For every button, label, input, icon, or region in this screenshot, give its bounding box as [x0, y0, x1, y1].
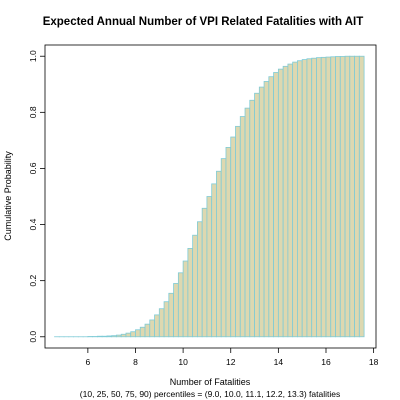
bar: [120, 333, 127, 338]
bar: [254, 92, 260, 338]
bar: [325, 56, 332, 338]
bar: [306, 58, 313, 338]
bar: [168, 292, 174, 338]
bar: [282, 65, 289, 338]
bar: [225, 147, 232, 338]
bar: [211, 183, 217, 338]
bar: [239, 116, 246, 338]
bar: [135, 329, 141, 338]
percentile-note: (10, 25, 50, 75, 90) percentiles = (9.0,…: [80, 389, 340, 399]
bar: [316, 57, 322, 338]
bar: [106, 335, 113, 338]
bar: [125, 332, 132, 338]
chart-title: Expected Annual Number of VPI Related Fa…: [43, 16, 364, 28]
bar: [301, 59, 308, 338]
y-tick-label: 0.6: [28, 162, 38, 174]
bar: [258, 86, 265, 338]
bar: [335, 56, 341, 338]
bar: [182, 260, 189, 338]
bar: [349, 55, 355, 338]
bar: [273, 72, 279, 338]
bar: [344, 55, 351, 338]
plot-frame: [44, 44, 377, 349]
x-axis: 6 8 10 12 14 16 18: [85, 348, 379, 367]
bar: [111, 335, 117, 338]
bar: [192, 234, 198, 338]
bar: [206, 196, 213, 338]
bar: [230, 136, 236, 338]
bar: [130, 331, 136, 338]
bar: [235, 125, 241, 338]
bar: [96, 335, 103, 338]
x-tick-label: 6: [85, 357, 90, 367]
bar: [197, 221, 203, 338]
bar: [339, 56, 346, 338]
bar: [354, 55, 360, 338]
bar: [311, 57, 317, 338]
bar: [277, 68, 284, 338]
bar: [154, 314, 160, 338]
bar: [220, 158, 227, 338]
bar: [149, 319, 155, 338]
bar: [163, 301, 170, 338]
bar-group: [54, 55, 365, 338]
bar: [101, 335, 108, 338]
bar: [116, 334, 122, 338]
bar: [358, 55, 365, 338]
bar: [244, 107, 251, 338]
x-tick-label: 18: [369, 357, 379, 367]
bar: [249, 99, 255, 338]
y-axis-label: Cumulative Probability: [3, 151, 13, 241]
bar: [287, 63, 294, 338]
bar: [292, 61, 298, 338]
x-tick-label: 14: [274, 357, 284, 367]
bar: [139, 326, 146, 338]
x-tick-label: 8: [133, 357, 138, 367]
bar: [216, 170, 222, 338]
bar: [201, 207, 208, 338]
bar: [144, 323, 151, 338]
bar: [158, 308, 165, 338]
bar: [177, 272, 184, 338]
bar: [320, 56, 327, 338]
x-tick-label: 10: [178, 357, 188, 367]
bar: [187, 248, 194, 338]
y-tick-label: 0.8: [28, 106, 38, 118]
y-tick-label: 1.0: [28, 50, 38, 62]
x-tick-label: 16: [321, 357, 331, 367]
bar: [173, 283, 179, 338]
bar: [268, 76, 275, 338]
x-tick-label: 12: [226, 357, 236, 367]
y-tick-label: 0.4: [28, 218, 38, 230]
y-tick-label: 0.2: [28, 274, 38, 286]
bar: [263, 81, 270, 338]
bar: [330, 56, 336, 338]
x-axis-label: Number of Fatalities: [170, 377, 251, 387]
y-axis: 0.0 0.2 0.4 0.6 0.8 1.0: [28, 50, 45, 343]
bar: [297, 60, 303, 338]
y-tick-label: 0.0: [28, 331, 38, 343]
